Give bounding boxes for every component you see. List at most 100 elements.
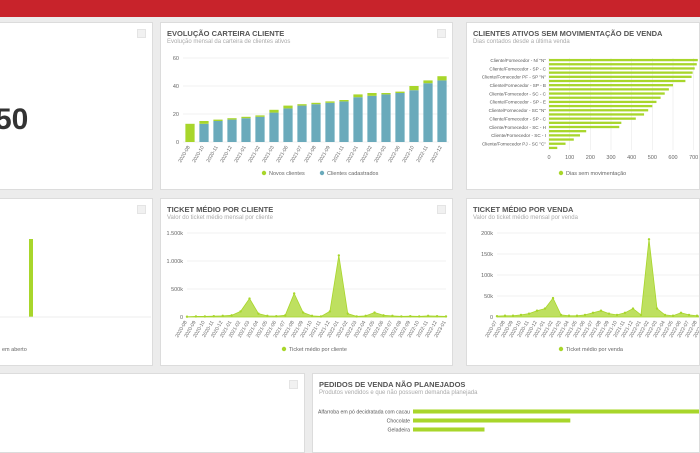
chart: 050k100k150k200k2020-072020-082020-09202…	[481, 231, 699, 353]
point	[435, 314, 439, 318]
x-tick-label: 2022-10	[401, 145, 415, 164]
panel-menu[interactable]	[137, 29, 146, 38]
y-tick-label: 1.500k	[166, 231, 183, 237]
x-tick-label: 2022-12	[429, 145, 443, 164]
panel-menu[interactable]	[289, 380, 298, 389]
x-tick-label: 2020-10	[191, 145, 205, 164]
point	[679, 311, 683, 314]
point	[559, 313, 563, 317]
legend-label: Dias sem movimentação	[566, 171, 626, 177]
point	[319, 315, 323, 318]
x-tick-label: 2022-11	[416, 145, 430, 164]
area	[496, 239, 699, 318]
panel: 50	[0, 22, 153, 190]
bar-segment	[325, 101, 335, 103]
bar	[413, 418, 571, 423]
bar-segment	[255, 115, 265, 117]
panel-menu[interactable]	[437, 205, 446, 214]
x-tick-label: 2021-06	[275, 145, 289, 164]
bar	[549, 92, 665, 95]
kpi: 50	[0, 103, 28, 136]
point	[519, 313, 523, 317]
x-tick-label: 2022-06	[387, 145, 401, 164]
x-tick-label: 2020-12	[219, 145, 233, 164]
point	[310, 314, 314, 318]
panel-subtitle: Valor do ticket médio mensal por venda	[473, 215, 578, 221]
panel-title: TICKET MÉDIO POR VENDA	[473, 205, 574, 214]
bar	[549, 130, 587, 133]
point	[212, 314, 215, 318]
chart: 0 100 200 300 400 500 600 700 Cliente/Fornecedor…	[482, 58, 698, 177]
panel-menu[interactable]	[137, 205, 146, 214]
category-label: Cliente/Fornecedor - SP - E	[490, 100, 546, 105]
bar-segment	[297, 105, 307, 142]
x-tick-label: 2021-07	[289, 145, 303, 164]
panel: TICKET MÉDIO POR CLIENTE Valor do ticket…	[160, 198, 453, 366]
bar-segment	[339, 100, 349, 102]
y-tick-label: 60	[173, 56, 179, 62]
y-tick-label: 200k	[481, 231, 493, 237]
panel: PEDIDOS DE VENDA NÃO PLANEJADOS Produtos…	[312, 373, 700, 453]
bar-segment	[311, 102, 321, 105]
legend-swatch	[261, 170, 267, 176]
category-label: Cliente/Fornecedor - N/ "N"	[490, 58, 546, 63]
category-label: Cliente/Fornecedor PJ - SC "C"	[482, 142, 546, 147]
x-tick-label: 2021-01	[233, 145, 247, 164]
y-tick-label: 0	[490, 315, 493, 321]
point	[687, 313, 691, 317]
legend-label: Clientes cadastrados	[327, 171, 379, 177]
y-tick-label: 150k	[481, 252, 493, 258]
x-tick-label: 600	[668, 155, 677, 161]
legend-label: em aberto	[2, 347, 27, 353]
category-label: Cliente/Fornecedor - SP - C	[489, 116, 546, 121]
bar-segment	[199, 121, 209, 124]
point	[382, 314, 385, 317]
bar	[549, 96, 661, 99]
point	[194, 315, 198, 318]
panel: EVOLUÇÃO CARTEIRA CLIENTE Evolução mensa…	[160, 22, 453, 190]
legend-label: Ticket médio por cliente	[289, 347, 347, 353]
bar-segment	[199, 123, 209, 142]
x-tick-label: 2022-02	[359, 145, 373, 164]
point	[663, 313, 667, 317]
bar-segment	[213, 119, 223, 121]
point	[364, 314, 367, 318]
point	[599, 309, 603, 312]
bar	[549, 109, 649, 112]
bar-segment	[423, 80, 433, 84]
point	[639, 313, 643, 317]
panel-menu[interactable]	[437, 29, 446, 38]
bar	[549, 146, 558, 150]
x-tick-label: 2021-02	[247, 145, 261, 164]
x-tick-label: 500	[648, 155, 657, 161]
top-bar	[0, 0, 700, 17]
bar	[549, 117, 636, 120]
point	[575, 314, 579, 317]
category-label: Cliente/Fornecedor - SP - C	[489, 66, 546, 71]
bar-segment	[423, 83, 433, 142]
legend-swatch	[281, 346, 287, 352]
y-tick-label: 100k	[481, 273, 493, 279]
bar-segment	[185, 123, 195, 142]
point	[655, 307, 659, 310]
bar	[549, 71, 693, 74]
x-tick-label: 2021-08	[303, 145, 317, 164]
point	[671, 314, 675, 317]
point	[615, 313, 619, 317]
panel-subtitle: Valor do ticket médio mensal por cliente	[167, 215, 273, 221]
x-tick-label: 2021-09	[317, 145, 331, 164]
area	[186, 255, 447, 318]
bar	[413, 409, 699, 414]
category-label: Cliente/Fornecedor - SC - H	[489, 125, 546, 130]
bar	[549, 75, 692, 78]
chart: em aberto	[0, 239, 151, 353]
legend-swatch	[319, 170, 325, 176]
legend-swatch	[558, 346, 564, 352]
legend-label: Ticket médio por venda	[566, 347, 624, 353]
point	[583, 313, 587, 317]
point	[266, 314, 269, 318]
point	[511, 314, 515, 317]
category-label: Cliente/Fornecedor PF - SP "N"	[482, 75, 547, 80]
point	[631, 307, 635, 310]
bar-segment	[395, 91, 405, 93]
